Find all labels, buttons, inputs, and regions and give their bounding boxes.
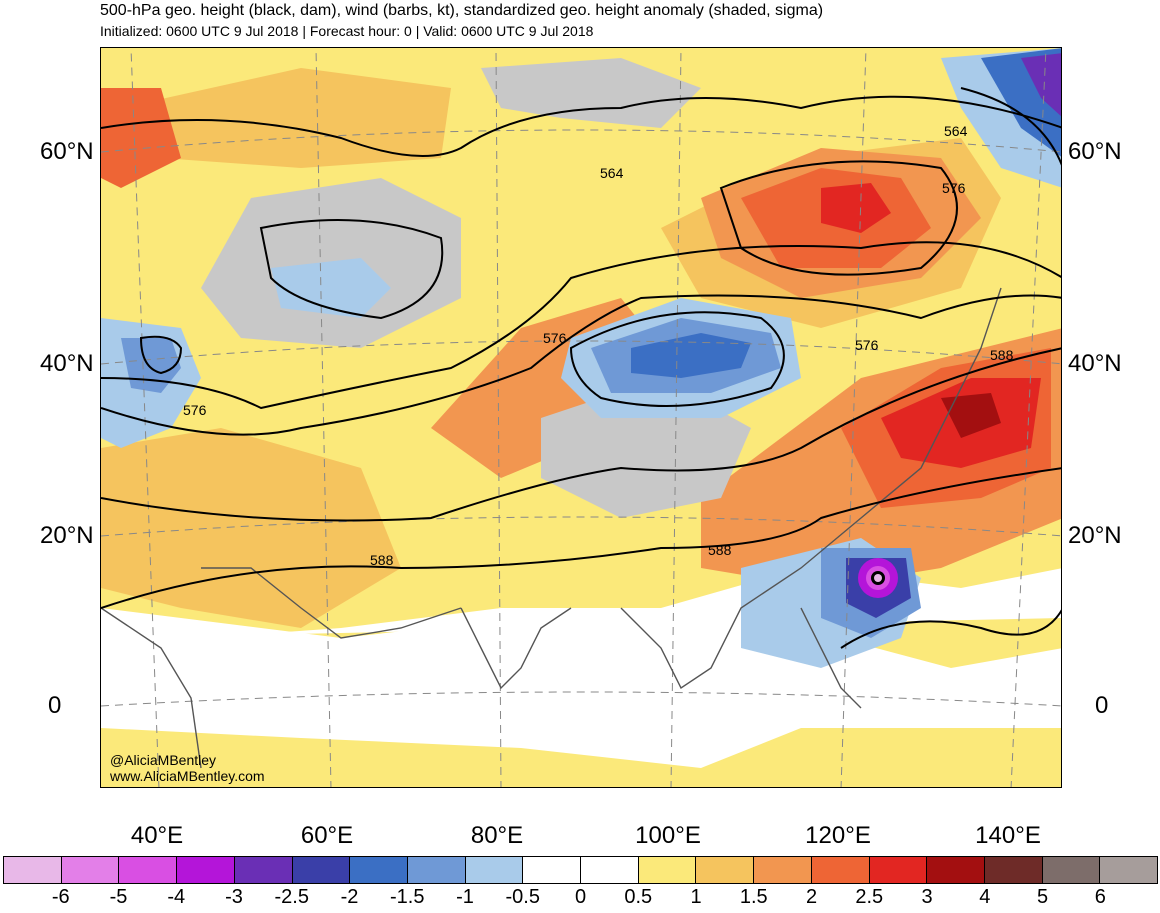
colorbar-cell xyxy=(350,857,408,883)
anomaly-map xyxy=(101,48,1061,787)
colorbar-tick-label: 6 xyxy=(1094,886,1106,908)
colorbar-tick-label: -2.5 xyxy=(274,886,309,908)
colorbar-tick-label: 3 xyxy=(921,886,933,908)
colorbar-cell xyxy=(696,857,755,883)
lat-label-60n-right: 60°N xyxy=(1068,138,1122,165)
height-contours xyxy=(101,87,1061,649)
colorbar-cell xyxy=(754,857,812,883)
anomaly-shading xyxy=(101,48,1061,787)
contour-label: 576 xyxy=(855,337,879,353)
lon-label-60e: 60°E xyxy=(300,822,354,849)
contour-label: 588 xyxy=(990,347,1014,363)
graticule xyxy=(101,48,1061,787)
colorbar-tick-label: -1 xyxy=(456,886,474,908)
contour-label: 576 xyxy=(543,330,567,346)
contour-label: 564 xyxy=(944,123,968,139)
lon-label-40e: 40°E xyxy=(130,822,184,849)
colorbar-tick-label: -0.5 xyxy=(505,886,540,908)
colorbar-cell xyxy=(523,857,582,883)
colorbar-cell xyxy=(811,857,870,883)
colorbar-tick-label: 1 xyxy=(690,886,702,908)
colorbar-tick-label: -6 xyxy=(51,886,70,908)
colorbar-tick-label: 1.5 xyxy=(739,886,768,908)
colorbar-cell xyxy=(984,857,1043,883)
colorbar-cell xyxy=(1100,857,1158,883)
lon-label-80e: 80°E xyxy=(470,822,524,849)
colorbar-cell xyxy=(119,857,178,883)
colorbar-cell xyxy=(638,857,697,883)
lat-label-40n-left: 40°N xyxy=(40,350,94,377)
map-title: 500-hPa geo. height (black, dam), wind (… xyxy=(100,2,824,19)
credit-website: www.AliciaMBentley.com xyxy=(110,768,265,784)
colorbar-cell xyxy=(4,857,62,883)
colorbar-cell xyxy=(1042,857,1101,883)
map-subtitle: Initialized: 0600 UTC 9 Jul 2018 | Forec… xyxy=(100,23,594,39)
map-panel xyxy=(100,47,1062,788)
colorbar-cell xyxy=(869,857,928,883)
contour-label: 564 xyxy=(600,165,624,181)
colorbar-cell xyxy=(465,857,524,883)
credit-handle: @AliciaMBentley xyxy=(110,752,217,768)
colorbar-cell xyxy=(292,857,351,883)
lon-label-120e: 120°E xyxy=(805,822,871,849)
lat-label-0-right: 0 xyxy=(1095,692,1109,719)
colorbar-cell xyxy=(234,857,293,883)
colorbar-tick-label: 4 xyxy=(979,886,991,908)
colorbar-tick-label: 0 xyxy=(574,886,587,908)
colorbar-cell xyxy=(61,857,120,883)
colorbar-tick-label: -1.5 xyxy=(390,886,425,908)
colorbar-tick-label: 0.5 xyxy=(624,886,653,908)
contour-label: 588 xyxy=(708,542,732,558)
contour-label: 576 xyxy=(942,180,966,196)
colorbar-tick-label: -2 xyxy=(340,886,359,908)
lat-label-20n-right: 20°N xyxy=(1068,522,1122,549)
colorbar-tick-label: 2 xyxy=(805,886,818,908)
lat-label-0-left: 0 xyxy=(48,692,62,719)
colorbar-tick-label: 5 xyxy=(1036,886,1049,908)
lat-label-20n-left: 20°N xyxy=(40,522,94,549)
contour-label: 588 xyxy=(370,552,394,568)
colorbar-tick-label: -5 xyxy=(109,886,128,908)
colorbar-cell xyxy=(927,857,985,883)
colorbar-cell xyxy=(407,857,466,883)
lat-label-40n-right: 40°N xyxy=(1068,350,1122,377)
colorbar-cell xyxy=(177,857,235,883)
colorbar-cell xyxy=(581,857,639,883)
contour-label: 576 xyxy=(183,402,207,418)
lon-label-100e: 100°E xyxy=(635,822,701,849)
lon-label-140e: 140°E xyxy=(975,822,1041,849)
lat-label-60n-left: 60°N xyxy=(40,138,94,165)
colorbar-tick-label: -4 xyxy=(167,886,186,908)
coastlines xyxy=(101,287,1002,769)
colorbar-tick-label: -3 xyxy=(225,886,243,908)
anomaly-colorbar xyxy=(3,856,1158,884)
colorbar-tick-label: 2.5 xyxy=(855,886,884,908)
